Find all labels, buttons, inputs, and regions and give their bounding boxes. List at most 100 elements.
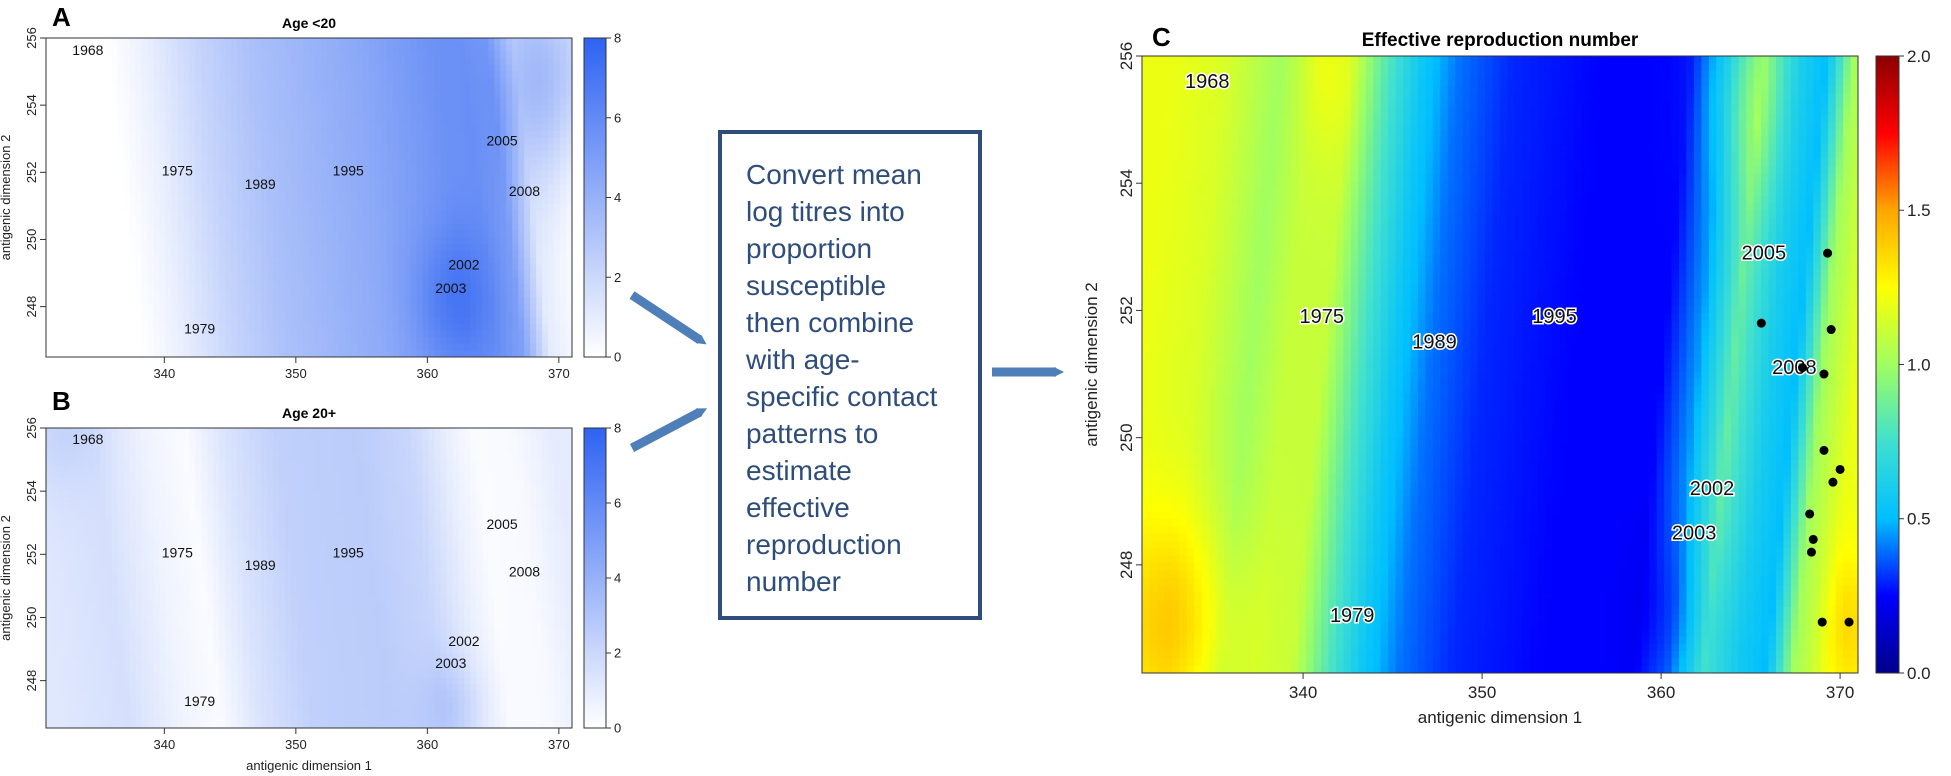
box-line: specific contact [746, 381, 938, 412]
colorbar-tick-label: 1.0 [1907, 355, 1931, 374]
y-axis-label: antigenic dimension 2 [0, 135, 13, 261]
y-tick-label: 254 [24, 94, 39, 116]
y-tick-label: 248 [24, 296, 39, 318]
data-point [1823, 248, 1833, 258]
x-axis-label: antigenic dimension 1 [246, 758, 372, 773]
colorbar-tick-label: 4 [614, 571, 621, 586]
x-tick-label: 350 [285, 737, 307, 752]
x-tick-label: 370 [548, 737, 570, 752]
y-tick-label: 248 [24, 670, 39, 692]
colorbar [583, 427, 607, 729]
x-tick-label: 340 [153, 366, 175, 381]
x-tick-label: 340 [153, 737, 175, 752]
box-line: patterns to [746, 418, 879, 449]
colorbar-tick-label: 0 [614, 721, 621, 736]
strain-label-1968: 1968 [1185, 71, 1230, 93]
data-point [1798, 363, 1808, 373]
y-tick-label: 254 [1117, 169, 1136, 197]
strain-label-1989: 1989 [245, 557, 276, 573]
plot-frame [45, 427, 573, 729]
chart-panel-c: Effective reproduction number 340 350 360 37… [1082, 30, 1931, 727]
chart-title: Age <20 [282, 15, 336, 31]
heatmap-surface [46, 38, 572, 357]
x-tick-label: 370 [548, 366, 570, 381]
strain-label-2003: 2003 [435, 280, 466, 296]
y-tick-label: 256 [24, 27, 39, 49]
chart-panel-b: Age 20+340 350 360 370248250252254256antige… [0, 405, 621, 773]
method-description-box: Convert mean log titres into proportion … [718, 130, 982, 620]
data-point [1828, 477, 1838, 487]
heatmap-surface [1142, 56, 1858, 673]
y-tick-label: 256 [24, 417, 39, 439]
panel-label-a: A [52, 2, 71, 32]
flow-arrows [629, 291, 1064, 452]
y-tick-label: 252 [24, 161, 39, 183]
strain-label-1989: 1989 [1412, 332, 1457, 354]
panel-label-b: B [52, 386, 71, 416]
x-tick-label: 350 [285, 366, 307, 381]
strain-label-2005: 2005 [1742, 243, 1787, 265]
strain-label-1968: 1968 [72, 431, 103, 447]
strain-label-2008: 2008 [1772, 357, 1817, 379]
y-tick-label: 252 [24, 543, 39, 565]
strain-label-1979: 1979 [184, 693, 215, 709]
colorbar-tick-label: 6 [614, 110, 621, 125]
box-line: Convert mean [746, 159, 922, 190]
box-line: log titres into [746, 196, 905, 227]
y-axis-label: antigenic dimension 2 [1082, 282, 1101, 446]
data-point [1819, 369, 1829, 379]
y-tick-label: 250 [24, 229, 39, 251]
chart-title: Effective reproduction number [1362, 30, 1639, 51]
colorbar-tick-label: 0.5 [1907, 510, 1931, 529]
strain-label-1975: 1975 [1300, 306, 1345, 328]
strain-label-2002: 2002 [1690, 478, 1735, 500]
strain-label-1989: 1989 [245, 176, 276, 192]
strain-label-1979: 1979 [184, 320, 215, 336]
box-line: effective [746, 492, 850, 523]
data-point [1819, 445, 1829, 455]
colorbar-tick-label: 6 [614, 496, 621, 511]
data-point [1844, 617, 1854, 627]
x-axis-label: antigenic dimension 1 [1418, 708, 1582, 727]
colorbar-tick-label: 2.0 [1907, 47, 1931, 66]
y-tick-label: 248 [1117, 551, 1136, 579]
data-point [1808, 534, 1818, 544]
data-point [1826, 325, 1836, 335]
plot-frame [1141, 55, 1859, 674]
colorbar-tick-label: 0.0 [1907, 664, 1931, 683]
colorbar-tick-label: 8 [614, 421, 621, 436]
x-tick-label: 340 [1289, 683, 1317, 702]
box-line: with age- [746, 344, 860, 375]
strain-label-1975: 1975 [162, 544, 193, 560]
colorbar [583, 37, 607, 358]
box-line: susceptible [746, 270, 887, 301]
chart-title: Age 20+ [282, 405, 336, 421]
colorbar-tick-label: 2 [614, 270, 621, 285]
y-tick-label: 250 [24, 607, 39, 629]
strain-label-2002: 2002 [448, 633, 479, 649]
box-line: proportion [746, 233, 873, 264]
data-point [1805, 509, 1815, 519]
data-point [1756, 318, 1766, 328]
colorbar-tick-label: 1.5 [1907, 201, 1931, 220]
strain-label-1995: 1995 [1532, 306, 1577, 328]
x-tick-label: 370 [1826, 683, 1854, 702]
box-line: then combine [746, 307, 915, 338]
strain-label-2003: 2003 [435, 655, 466, 671]
strain-label-1975: 1975 [162, 163, 193, 179]
x-tick-label: 360 [416, 366, 438, 381]
colorbar [1875, 55, 1900, 674]
y-tick-label: 256 [1117, 42, 1136, 70]
colorbar-tick-label: 8 [614, 31, 621, 46]
strain-label-1979: 1979 [1330, 605, 1375, 627]
method-description-text: Convert mean log titres into proportion … [746, 156, 968, 600]
box-line: estimate [746, 455, 852, 486]
strain-label-2005: 2005 [487, 132, 518, 148]
y-tick-label: 254 [24, 480, 39, 502]
x-tick-label: 350 [1468, 683, 1496, 702]
strain-label-2008: 2008 [509, 183, 540, 199]
plot-frame [45, 37, 573, 358]
strain-label-1968: 1968 [72, 42, 103, 58]
y-axis-label: antigenic dimension 2 [0, 515, 13, 641]
